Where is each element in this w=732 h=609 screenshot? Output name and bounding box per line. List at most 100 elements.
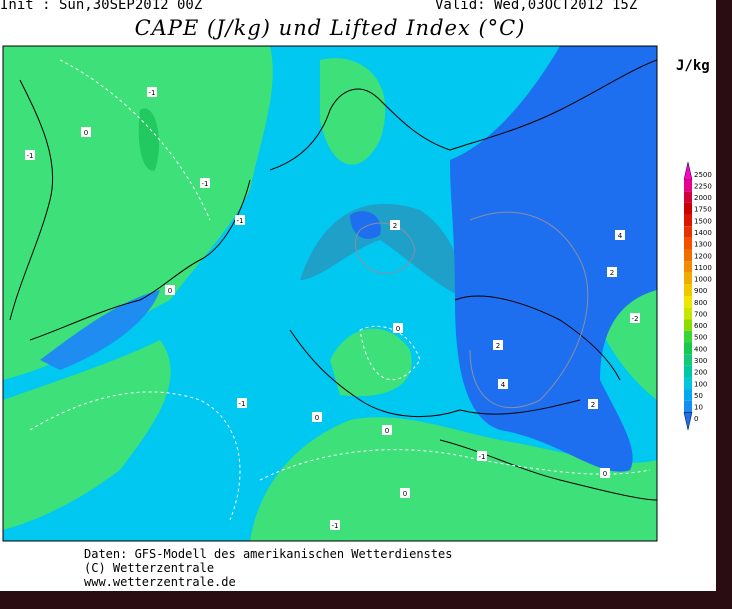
legend-unit: J/kg — [676, 58, 710, 74]
colorbar-segment — [684, 284, 692, 296]
colorbar-label: 2500 — [694, 171, 712, 179]
li-contours — [29, 59, 651, 521]
colorbar-label: 700 — [694, 310, 707, 318]
contour-label-box — [382, 425, 392, 435]
contour-label-box — [600, 468, 610, 478]
contour-label: 2 — [591, 401, 595, 409]
contour-label: 2 — [610, 269, 614, 277]
contour-label-box — [165, 285, 175, 295]
contour-label-box — [237, 398, 247, 408]
colorbar-label: 10 — [694, 404, 703, 412]
field-green-dark — [138, 108, 160, 171]
colorbar-segment — [684, 307, 692, 320]
colorbar-segment — [684, 237, 692, 250]
colorbar-segment — [684, 191, 692, 203]
colorbar-label: 2250 — [694, 182, 712, 190]
colorbar-label: 1500 — [694, 217, 712, 225]
contour-label-box — [477, 451, 487, 461]
colorbar-segment — [684, 261, 692, 273]
border — [0, 591, 732, 609]
contour-label-box — [498, 379, 508, 389]
contour-label: 4 — [501, 381, 506, 389]
colorbar-label: 400 — [694, 345, 707, 353]
contour-label: -2 — [632, 315, 639, 323]
cape-field — [3, 46, 657, 541]
footer-line: (C) Wetterzentrale — [84, 561, 215, 575]
field-blue — [350, 211, 381, 239]
contour-label: -1 — [27, 152, 34, 160]
contour-label: 0 — [315, 414, 319, 422]
contour-label: -1 — [237, 217, 244, 225]
colorbar-label: 500 — [694, 334, 707, 342]
colorbar-segment — [684, 214, 692, 227]
colorbar-segment — [684, 342, 692, 355]
contour-label-box — [615, 230, 625, 240]
contour-label-box — [630, 313, 640, 323]
colorbar-segment — [684, 354, 692, 366]
contour-label-box — [25, 150, 35, 160]
contour-label-box — [81, 127, 91, 137]
contour-label: 0 — [385, 427, 389, 435]
li-contours-solid — [354, 211, 589, 409]
map-frame — [2, 45, 658, 542]
colorbar-segment — [684, 179, 692, 192]
colorbar-label: 1300 — [694, 241, 712, 249]
contour-label: -1 — [479, 453, 486, 461]
colorbar-segment — [684, 377, 692, 390]
colorbar-label: 1200 — [694, 252, 712, 260]
colorbar-label: 1100 — [694, 264, 712, 272]
colorbar-cap — [683, 412, 693, 431]
colorbar-segment — [684, 272, 692, 285]
colorbar-label: 600 — [694, 322, 707, 330]
contour-label: -1 — [149, 89, 156, 97]
colorbar-label: 200 — [694, 369, 707, 377]
contour-label: 0 — [84, 129, 88, 137]
valid-time: Valid: Wed,03OCT2012 15Z — [435, 0, 638, 13]
colorbar-segment — [684, 296, 692, 308]
colorbar-segment — [684, 202, 692, 215]
colorbar-label: 900 — [694, 287, 707, 295]
contour-label-box — [200, 178, 210, 188]
colorbar-segment — [684, 389, 692, 401]
colorbar-segment — [684, 249, 692, 262]
footer-line: www.wetterzentrale.de — [84, 575, 236, 589]
contour-label: -1 — [332, 522, 339, 530]
coastlines — [9, 59, 657, 501]
colorbar-label: 1400 — [694, 229, 712, 237]
field-green — [330, 328, 412, 397]
contour-label-box — [235, 215, 245, 225]
colorbar-segment — [684, 365, 692, 378]
colorbar-segment — [684, 330, 692, 343]
contour-label: 4 — [618, 232, 623, 240]
colorbar-cap — [683, 161, 693, 180]
field-teal — [300, 203, 470, 300]
colorbar-label: 1750 — [694, 206, 712, 214]
colorbar-segment — [684, 319, 692, 331]
contour-label-box — [607, 267, 617, 277]
contour-label-box — [400, 488, 410, 498]
colorbar-label: 0 — [694, 415, 698, 423]
contour-label-box — [493, 340, 503, 350]
footer-line: Daten: GFS-Modell des amerikanischen Wet… — [84, 547, 453, 561]
contour-label-box — [588, 399, 598, 409]
field-green — [250, 417, 657, 541]
colorbar-label: 300 — [694, 357, 707, 365]
colorbar-label: 2000 — [694, 194, 712, 202]
colorbar-segment — [684, 226, 692, 238]
map-title: CAPE (J/kg) und Lifted Index (°C) — [134, 16, 526, 40]
init-time: Init : Sun,30SEP2012 00Z — [0, 0, 203, 13]
contour-label-box — [330, 520, 340, 530]
contour-label: 0 — [396, 325, 400, 333]
contour-label: 2 — [496, 342, 500, 350]
field-green — [3, 340, 171, 530]
contour-label: 0 — [168, 287, 172, 295]
colorbar-label: 1000 — [694, 276, 712, 284]
contour-label: 0 — [403, 490, 407, 498]
field-green — [320, 58, 386, 165]
contour-label: 0 — [603, 470, 607, 478]
colorbar-label: 800 — [694, 299, 707, 307]
border — [716, 0, 732, 609]
colorbar-label: 50 — [694, 392, 703, 400]
